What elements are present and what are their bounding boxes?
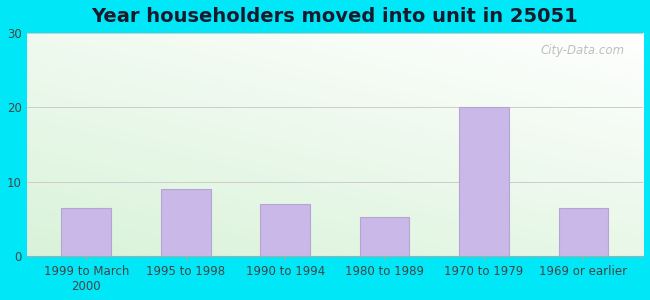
Title: Year householders moved into unit in 25051: Year householders moved into unit in 250… <box>92 7 578 26</box>
Bar <box>359 218 410 256</box>
Text: City-Data.com: City-Data.com <box>540 44 625 57</box>
Bar <box>558 208 608 256</box>
Bar <box>260 204 310 256</box>
Bar <box>62 208 111 256</box>
Bar <box>161 189 211 256</box>
Bar <box>459 107 509 256</box>
